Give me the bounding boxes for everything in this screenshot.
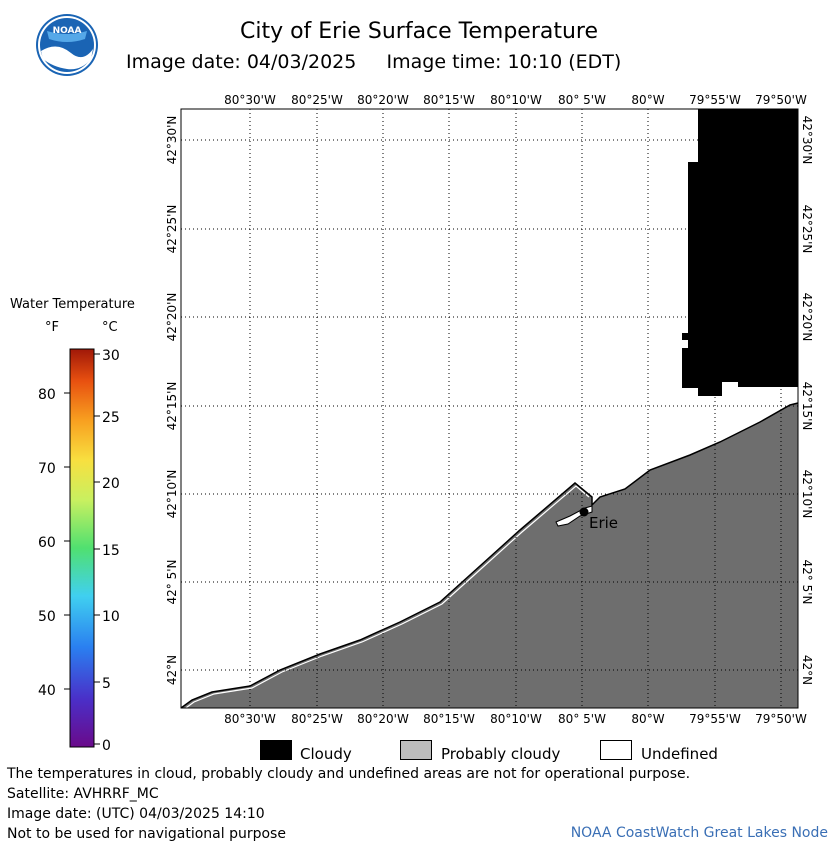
erie-city-label: Erie: [589, 514, 618, 532]
c-tick-label: 15: [102, 543, 120, 559]
fahrenheit-tick-labels: 80 70 60 50 40: [38, 387, 56, 699]
lon-label-top: 80°25'W: [291, 93, 343, 107]
lon-label-top: 80°10'W: [490, 93, 542, 107]
shoreline: [180, 402, 799, 709]
lat-label-right: 42° 5'N: [800, 560, 814, 605]
footer-satellite: Satellite: AVHRRF_MC: [7, 786, 159, 802]
lon-labels-top: 80°30'W 80°25'W 80°20'W 80°15'W 80°10'W …: [224, 93, 807, 107]
lon-label-top: 79°55'W: [689, 93, 741, 107]
footer-navigation-note: Not to be used for navigational purpose: [7, 826, 286, 842]
lat-label-left: 42°10'N: [165, 470, 179, 519]
f-tick-label: 50: [38, 609, 56, 625]
land-area: [181, 403, 798, 708]
c-tick-label: 30: [102, 348, 120, 364]
c-tick-label: 5: [102, 676, 111, 692]
c-tick-label: 25: [102, 410, 120, 426]
lon-label-bottom: 80° 5'W: [558, 712, 606, 726]
lon-label-top: 80°W: [631, 93, 664, 107]
legend-title: Water Temperature: [10, 297, 135, 312]
lon-label-top: 79°50'W: [755, 93, 807, 107]
lon-label-bottom: 80°W: [631, 712, 664, 726]
lon-label-bottom: 80°15'W: [423, 712, 475, 726]
noaa-logo: [36, 14, 98, 76]
undefined-key-label: Undefined: [641, 745, 718, 763]
lat-label-left: 42°N: [165, 655, 179, 685]
lat-label-left: 42°25'N: [165, 205, 179, 254]
shoreline-highlight: [182, 485, 590, 711]
color-bar-ticks: [64, 353, 100, 745]
lat-label-right: 42°10'N: [800, 470, 814, 519]
probably-cloudy-swatch: [400, 740, 432, 760]
lon-label-bottom: 79°55'W: [689, 712, 741, 726]
lon-label-top: 80°30'W: [224, 93, 276, 107]
image-datetime: Image date: 04/03/2025 Image time: 10:10…: [126, 51, 622, 73]
undefined-swatch: [600, 740, 632, 760]
cloudy-area: [682, 109, 798, 396]
celsius-tick-labels: 30 25 20 15 10 5 0: [102, 348, 120, 754]
lon-labels-bottom: 80°30'W 80°25'W 80°20'W 80°15'W 80°10'W …: [224, 712, 807, 726]
lon-label-bottom: 80°25'W: [291, 712, 343, 726]
lon-label-top: 80°15'W: [423, 93, 475, 107]
cloudy-key-label: Cloudy: [300, 745, 352, 763]
lat-label-left: 42°15'N: [165, 382, 179, 431]
f-tick-label: 70: [38, 461, 56, 477]
lat-label-left: 42° 5'N: [165, 560, 179, 605]
unit-celsius: °C: [102, 320, 118, 335]
lat-labels-left: 42°30'N 42°25'N 42°20'N 42°15'N 42°10'N …: [165, 116, 179, 686]
lon-label-bottom: 80°10'W: [490, 712, 542, 726]
f-tick-label: 60: [38, 535, 56, 551]
lat-labels-right: 42°30'N 42°25'N 42°20'N 42°15'N 42°10'N …: [800, 116, 814, 686]
graticule: [181, 109, 798, 708]
lon-label-top: 80° 5'W: [558, 93, 606, 107]
lat-label-right: 42°20'N: [800, 293, 814, 342]
lat-label-right: 42°30'N: [800, 116, 814, 165]
lon-label-bottom: 80°30'W: [224, 712, 276, 726]
lon-label-bottom: 79°50'W: [755, 712, 807, 726]
lon-label-bottom: 80°20'W: [357, 712, 409, 726]
lat-label-right: 42°25'N: [800, 205, 814, 254]
footer-credit: NOAA CoastWatch Great Lakes Node: [570, 825, 828, 841]
footer-disclaimer: The temperatures in cloud, probably clou…: [7, 766, 691, 782]
c-tick-label: 20: [102, 476, 120, 492]
cloudy-swatch: [260, 740, 292, 760]
lat-label-right: 42°N: [800, 655, 814, 685]
noaa-logo-text: NOAA: [53, 26, 82, 36]
page-title: City of Erie Surface Temperature: [239, 19, 599, 44]
lat-label-left: 42°30'N: [165, 116, 179, 165]
temperature-color-bar: [69, 348, 95, 748]
lat-label-right: 42°15'N: [800, 382, 814, 431]
lat-label-left: 42°20'N: [165, 293, 179, 342]
c-tick-label: 10: [102, 609, 120, 625]
footer-image-date: Image date: (UTC) 04/03/2025 14:10: [7, 806, 265, 822]
probably-cloudy-key-label: Probably cloudy: [441, 745, 561, 763]
f-tick-label: 80: [38, 387, 56, 403]
c-tick-label: 0: [102, 738, 111, 754]
unit-fahrenheit: °F: [45, 320, 59, 335]
erie-city-marker: [579, 507, 589, 517]
f-tick-label: 40: [38, 683, 56, 699]
lon-label-top: 80°20'W: [357, 93, 409, 107]
